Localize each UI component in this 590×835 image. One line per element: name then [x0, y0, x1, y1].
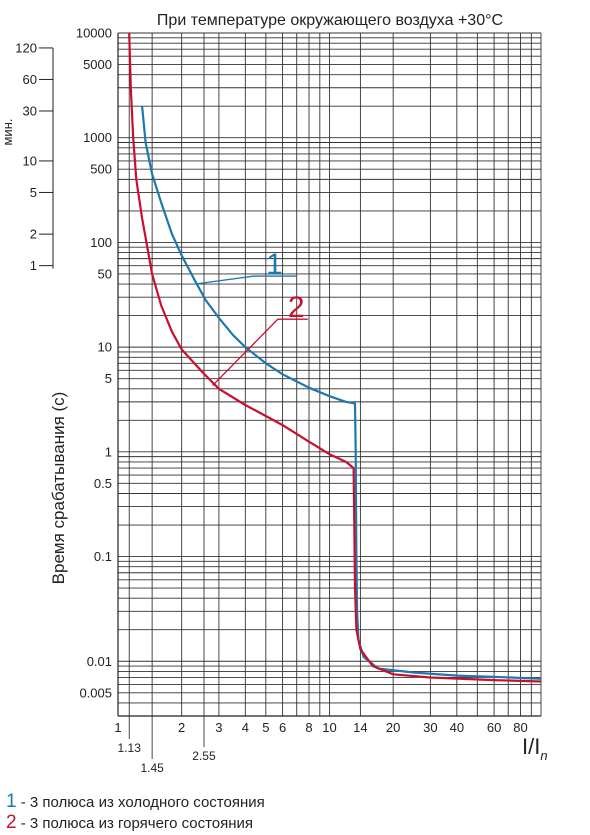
y-tick-label: 0.5	[94, 476, 112, 491]
x-tick-label: 10	[322, 720, 336, 735]
y-tick-label: 100	[90, 235, 112, 250]
annotation-label-1: 1	[266, 248, 283, 281]
minutes-tick-label: 60	[23, 72, 37, 87]
y-tick-label: 10	[98, 340, 112, 355]
x-tick-label: 80	[513, 720, 527, 735]
x-tick-label: 14	[353, 720, 367, 735]
y-tick-label: 500	[90, 162, 112, 177]
minutes-tick-label: 2	[30, 227, 37, 242]
y-tick-label: 1	[105, 444, 112, 459]
y-tick-label: 1000	[83, 130, 112, 145]
y-tick-label: 0.01	[87, 654, 112, 669]
x-extra-tick-label: 1.45	[140, 761, 164, 775]
x-tick-label: 30	[423, 720, 437, 735]
x-tick-label: 8	[305, 720, 312, 735]
x-tick-label: 60	[487, 720, 501, 735]
trip-curve-chart: При температуре окружающего воздуха +30°…	[0, 12, 548, 776]
y-tick-label: 0.1	[94, 549, 112, 564]
leader-line-2	[212, 318, 308, 386]
x-tick-label: 40	[450, 720, 464, 735]
minutes-axis-label: мин.	[0, 119, 15, 146]
x-extra-tick-label: 2.55	[192, 749, 216, 763]
x-tick-label: 4	[242, 720, 249, 735]
axis-ticks: 1 2 3 4 5 6 8 10 14 20 30 40 60 801.131.452.550.0050.…	[15, 26, 527, 776]
x-tick-label: 5	[262, 720, 269, 735]
legend-num-1: 1	[6, 791, 17, 812]
leader-line-1	[194, 275, 297, 285]
minutes-tick-label: 5	[30, 185, 37, 200]
x-extra-tick-label: 1.13	[118, 741, 142, 755]
legend-text-1: - 3 полюса из холодного состояния	[16, 794, 265, 811]
series-line-1	[141, 106, 542, 680]
minutes-tick-label: 30	[23, 103, 37, 118]
x-tick-label: 3	[215, 720, 222, 735]
x-tick-label: 6	[279, 720, 286, 735]
minutes-tick-label: 10	[23, 153, 37, 168]
y-tick-label: 5	[105, 371, 112, 386]
legend-num-2: 2	[6, 812, 17, 833]
chart-title: При температуре окружающего воздуха +30°…	[157, 12, 503, 29]
grid	[117, 32, 542, 717]
minutes-tick-label: 120	[15, 40, 37, 55]
legend-item-1: 1 - 3 полюса из холодного состояния	[6, 791, 265, 813]
minutes-tick-label: 1	[30, 258, 37, 273]
y-tick-label: 5000	[83, 57, 112, 72]
legend-item-2: 2 - 3 полюса из горячего состояния	[6, 812, 253, 834]
y-tick-label: 50	[98, 266, 112, 281]
legend-text-2: - 3 полюса из горячего состояния	[16, 815, 254, 832]
series-line-2	[128, 32, 542, 683]
x-tick-label: 20	[386, 720, 400, 735]
y-tick-label: 0.005	[79, 685, 112, 700]
annotations: 12	[194, 248, 308, 386]
series	[128, 32, 542, 683]
x-axis-label: I/In	[522, 734, 548, 763]
y-tick-label: 10000	[76, 26, 112, 41]
y-axis-label: Время срабатывания (с)	[49, 392, 68, 585]
annotation-label-2: 2	[288, 291, 305, 324]
x-tick-label: 1	[114, 720, 121, 735]
x-tick-label: 2	[178, 720, 185, 735]
